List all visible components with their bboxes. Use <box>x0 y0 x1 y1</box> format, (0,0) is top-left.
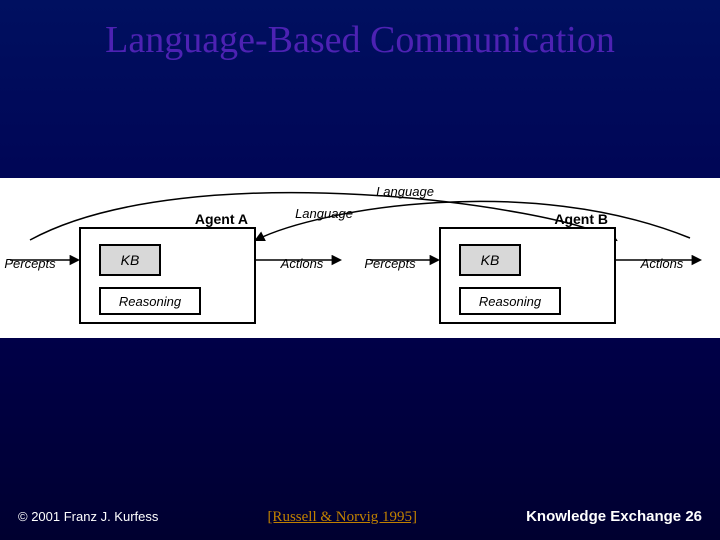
svg-text:Percepts: Percepts <box>364 256 416 271</box>
diagram-container: Language Language KB Reasoning Agent A Percep… <box>0 178 720 338</box>
slide-title: Language-Based Communication <box>0 0 720 62</box>
slide-footer: © 2001 Franz J. Kurfess [Russell & Norvi… <box>0 508 720 526</box>
svg-text:Agent A: Agent A <box>195 211 248 227</box>
svg-text:Percepts: Percepts <box>4 256 56 271</box>
slide-number: 26 <box>685 508 702 525</box>
svg-text:Actions: Actions <box>280 256 324 271</box>
citation-link[interactable]: [Russell & Norvig 1995] <box>267 509 417 526</box>
svg-text:KB: KB <box>481 252 500 268</box>
svg-text:Language: Language <box>295 206 353 221</box>
svg-text:Reasoning: Reasoning <box>479 294 542 309</box>
communication-diagram: Language Language KB Reasoning Agent A Percep… <box>0 178 720 338</box>
subject-label: Knowledge Exchange 26 <box>526 508 702 525</box>
subject-prefix: Knowledge Exchange <box>526 508 681 525</box>
svg-text:KB: KB <box>121 252 140 268</box>
svg-text:Agent B: Agent B <box>554 211 608 227</box>
svg-text:Reasoning: Reasoning <box>119 294 182 309</box>
copyright-text: © 2001 Franz J. Kurfess <box>18 509 158 524</box>
svg-text:Actions: Actions <box>640 256 684 271</box>
svg-text:Language: Language <box>376 184 434 199</box>
